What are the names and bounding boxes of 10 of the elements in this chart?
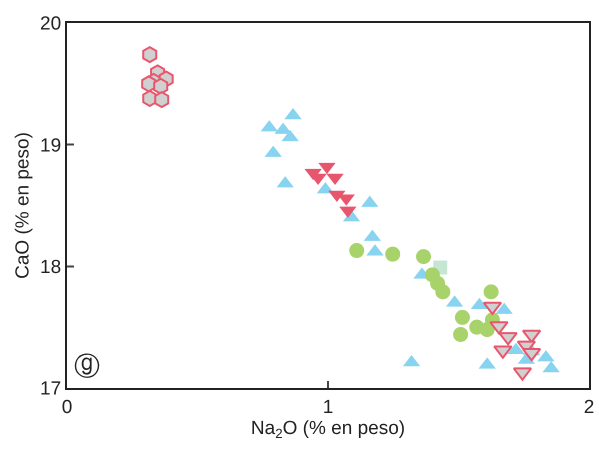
y-axis-title: CaO (% en peso) — [12, 132, 34, 279]
x-tick-label: 0 — [62, 396, 72, 418]
y-tick-label: 20 — [40, 14, 62, 35]
y-tick-label: 17 — [40, 378, 62, 400]
annotation: ⓖ — [74, 352, 100, 382]
y-tick-label: 18 — [40, 256, 62, 278]
x-tick-label: 2 — [584, 396, 594, 418]
x-axis-title: Na$_{2}$O (% en peso) — [250, 418, 406, 442]
y-tick-label: 19 — [40, 135, 62, 156]
x-tick-label: 1 — [322, 396, 334, 418]
